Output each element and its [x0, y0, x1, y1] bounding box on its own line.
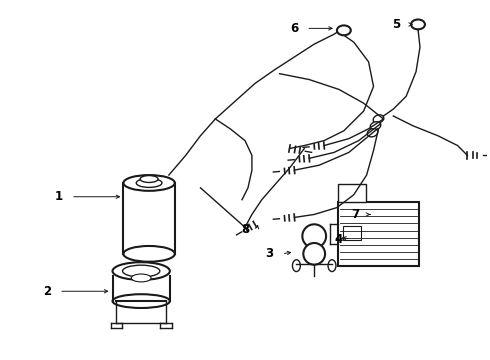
Ellipse shape — [373, 115, 384, 123]
Ellipse shape — [113, 262, 170, 280]
Bar — [343, 226, 361, 240]
Text: 4: 4 — [335, 233, 343, 246]
Ellipse shape — [328, 260, 336, 271]
Text: 3: 3 — [266, 247, 274, 260]
Text: 7: 7 — [352, 208, 360, 221]
Ellipse shape — [411, 19, 425, 30]
Bar — [338, 202, 419, 266]
Ellipse shape — [136, 179, 162, 188]
Text: 1: 1 — [55, 190, 63, 203]
Ellipse shape — [113, 294, 170, 308]
Bar — [338, 184, 367, 202]
Ellipse shape — [123, 246, 175, 262]
Ellipse shape — [140, 176, 158, 183]
Ellipse shape — [303, 243, 325, 265]
Text: 5: 5 — [392, 18, 400, 31]
Ellipse shape — [131, 274, 151, 282]
Text: 8: 8 — [241, 223, 249, 236]
Ellipse shape — [367, 129, 378, 137]
Ellipse shape — [337, 26, 351, 35]
Ellipse shape — [123, 175, 175, 191]
Ellipse shape — [122, 265, 160, 277]
Circle shape — [302, 224, 326, 248]
Text: 6: 6 — [290, 22, 298, 35]
Ellipse shape — [293, 260, 300, 271]
Text: 2: 2 — [43, 285, 51, 298]
Ellipse shape — [370, 122, 381, 130]
